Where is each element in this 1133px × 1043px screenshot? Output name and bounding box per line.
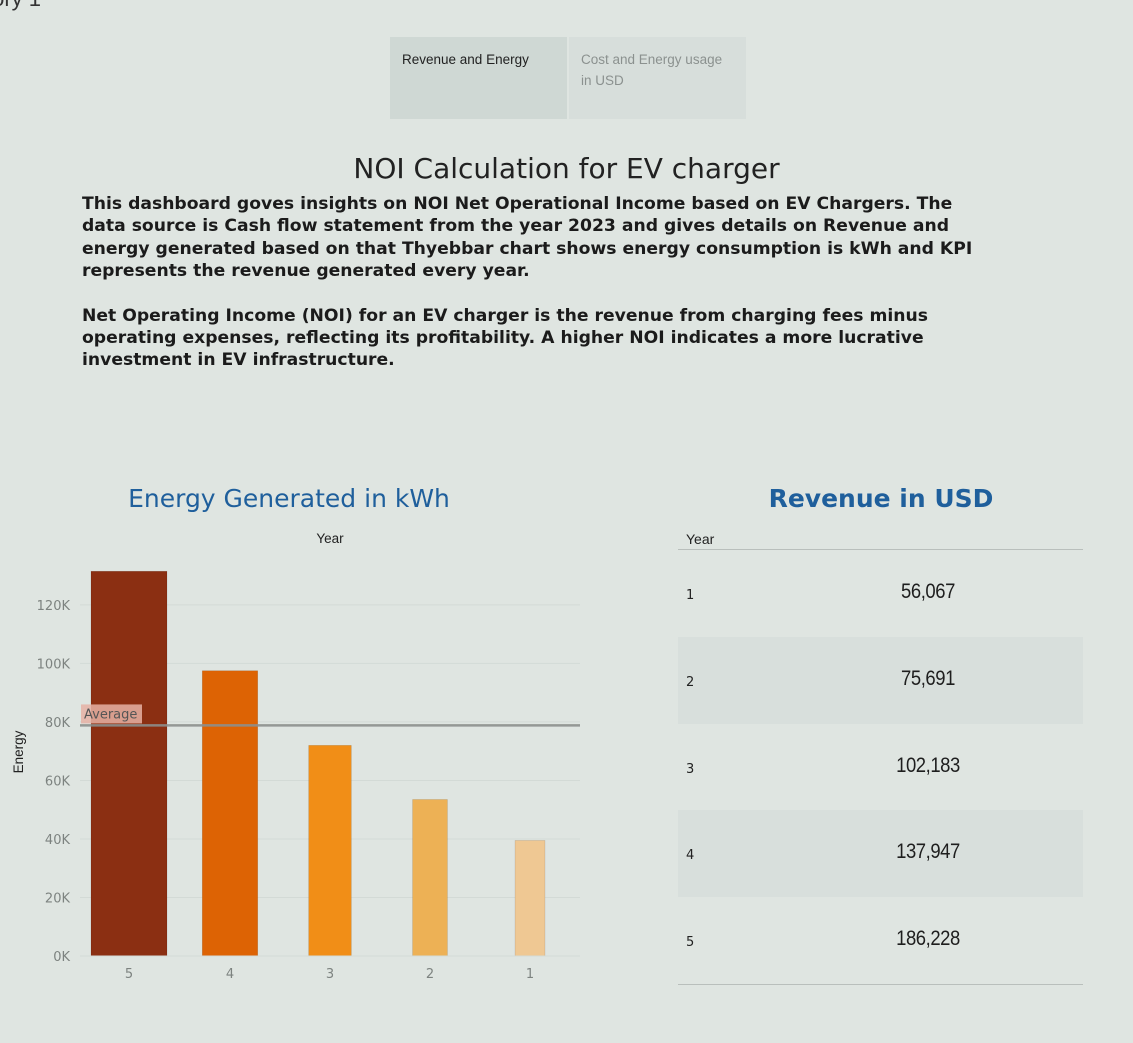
y-tick-label: 40K xyxy=(45,833,71,848)
revenue-year: 4 xyxy=(686,848,695,864)
x-axis-title: Year xyxy=(316,531,344,546)
revenue-table-header: Year xyxy=(678,530,1083,550)
x-tick-label: 4 xyxy=(226,967,234,982)
y-tick-label: 100K xyxy=(37,657,71,672)
energy-chart-title: Energy Generated in kWh xyxy=(128,484,450,513)
revenue-title: Revenue in USD xyxy=(768,484,994,513)
story-title: tory 1 xyxy=(0,0,41,12)
x-tick-label: 2 xyxy=(426,967,434,982)
revenue-year: 3 xyxy=(686,761,695,777)
revenue-year: 5 xyxy=(686,935,695,951)
bar xyxy=(308,745,352,957)
bar xyxy=(412,799,448,957)
revenue-value: 137,947 xyxy=(896,840,960,864)
tab-cost-and-energy-usage[interactable]: Cost and Energy usage in USD xyxy=(569,37,746,119)
description-paragraph-1: This dashboard goves insights on NOI Net… xyxy=(82,194,973,282)
page-title: NOI Calculation for EV charger xyxy=(353,152,780,185)
y-axis-title: Energy xyxy=(11,730,26,773)
table-row[interactable]: 4 137,947 xyxy=(678,810,1083,898)
revenue-value: 56,067 xyxy=(901,580,955,603)
y-tick-label: 20K xyxy=(45,891,71,906)
revenue-value: 75,691 xyxy=(901,666,955,690)
table-row[interactable]: 3 102,183 xyxy=(678,724,1083,811)
revenue-table-bottom-rule xyxy=(678,983,1083,985)
energy-bar-chart: 0K 20K 40K 60K 80K 100K 120K Year Energy 5 4 3 2 1 Ave… xyxy=(11,531,580,982)
y-tick-label: 120K xyxy=(37,599,71,614)
table-row[interactable]: 2 75,691 xyxy=(678,636,1083,724)
bar xyxy=(201,670,259,957)
x-tick-label: 5 xyxy=(125,967,133,982)
description-paragraph-2: Net Operating Income (NOI) for an EV cha… xyxy=(82,305,928,371)
average-label-box xyxy=(81,704,142,724)
revenue-table: Year 1 56,067 2 75,691 3 102,183 4 137,9… xyxy=(678,530,1083,985)
dashboard-tabs: Revenue and Energy Cost and Energy usage… xyxy=(390,37,746,119)
bar xyxy=(90,570,168,957)
description: This dashboard goves insights on NOI Net… xyxy=(82,193,982,394)
revenue-value: 186,228 xyxy=(896,927,960,951)
x-tick-label: 1 xyxy=(526,967,534,982)
revenue-year-header: Year xyxy=(686,531,715,547)
revenue-year: 2 xyxy=(686,674,695,690)
y-tick-label: 0K xyxy=(53,950,70,965)
table-row[interactable]: 1 56,067 xyxy=(678,550,1083,637)
revenue-year: 1 xyxy=(686,588,695,603)
x-tick-label: 3 xyxy=(326,967,334,982)
table-row[interactable]: 5 186,228 xyxy=(678,897,1083,984)
tab-revenue-and-energy[interactable]: Revenue and Energy xyxy=(390,37,567,119)
y-tick-label: 60K xyxy=(45,774,71,789)
revenue-value: 102,183 xyxy=(896,753,960,777)
bar xyxy=(514,840,546,957)
average-label: Average xyxy=(84,707,137,722)
y-tick-label: 80K xyxy=(45,716,71,731)
